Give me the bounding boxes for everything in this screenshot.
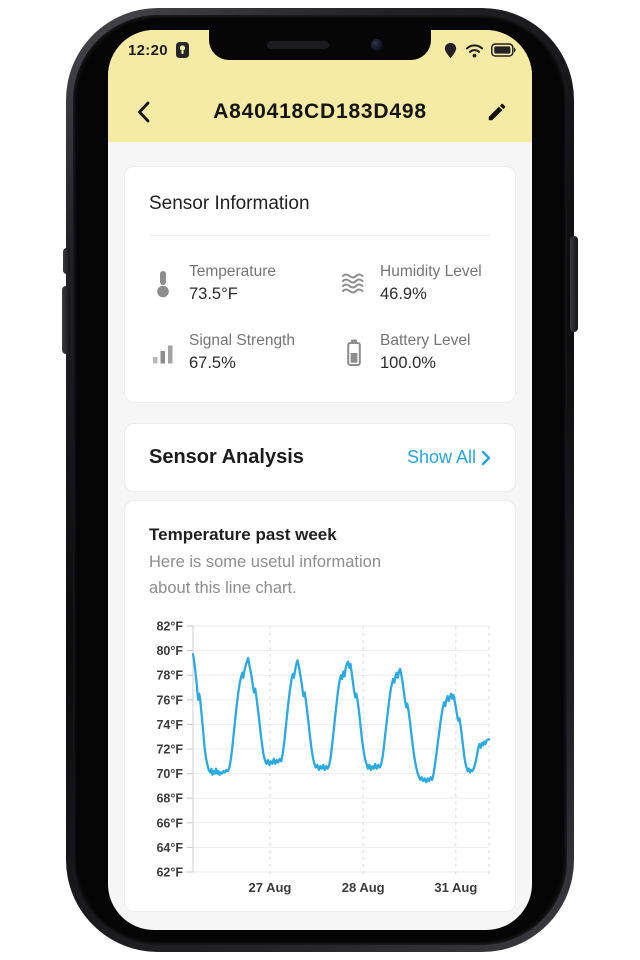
- phone-screen: 12:20 A840418CD183D498: [108, 30, 532, 930]
- status-time: 12:20: [128, 41, 168, 59]
- stat-value: 73.5°F: [189, 284, 238, 303]
- stat-signal: Signal Strength 67.5%: [149, 331, 320, 374]
- stat-battery: Battery Level 100.0%: [320, 331, 491, 374]
- sensor-information-title: Sensor Information: [149, 193, 310, 214]
- sensor-analysis-title: Sensor Analysis: [149, 446, 304, 469]
- svg-text:70°F: 70°F: [156, 767, 183, 781]
- svg-text:31 Aug: 31 Aug: [434, 880, 477, 895]
- svg-text:82°F: 82°F: [156, 619, 183, 633]
- scroll-content: Sensor Information Temperature 73.5°F: [108, 142, 532, 930]
- svg-text:66°F: 66°F: [156, 816, 183, 830]
- status-bar: 12:20: [128, 39, 516, 61]
- stat-value: 100.0%: [380, 354, 436, 373]
- power-button: [570, 236, 578, 332]
- battery-icon: [340, 338, 368, 368]
- show-all-link[interactable]: Show All: [407, 447, 491, 468]
- svg-text:68°F: 68°F: [156, 791, 183, 805]
- signal-icon: [149, 340, 177, 366]
- sensor-information-card: Sensor Information Temperature 73.5°F: [124, 166, 516, 404]
- stat-label: Humidity Level: [380, 263, 482, 280]
- humidity-icon: [340, 270, 368, 298]
- stats-grid: Temperature 73.5°F: [149, 262, 491, 374]
- show-all-label: Show All: [406, 447, 476, 468]
- stat-value: 67.5%: [189, 354, 236, 373]
- location-pin-icon: [443, 42, 458, 59]
- camera-icon: [371, 39, 383, 51]
- stat-label: Temperature: [189, 263, 277, 280]
- thermometer-icon: [149, 269, 177, 299]
- svg-text:76°F: 76°F: [156, 693, 183, 707]
- mute-switch: [63, 248, 70, 274]
- volume-button: [62, 286, 70, 354]
- phone-frame: 12:20 A840418CD183D498: [62, 8, 578, 952]
- temperature-chart: 82°F 80°F 78°F 76°F 74°F 72°F 70°F 68°F 66°F 64°F…: [156, 619, 491, 895]
- svg-text:27 Aug: 27 Aug: [249, 880, 292, 895]
- speaker-icon: [267, 41, 329, 49]
- wifi-icon: [465, 43, 484, 58]
- page-title: A840418CD183D498: [213, 100, 427, 123]
- lock-icon: [175, 41, 190, 59]
- chevron-right-icon: [481, 450, 491, 466]
- svg-text:78°F: 78°F: [156, 668, 183, 682]
- stat-temperature: Temperature 73.5°F: [149, 262, 320, 305]
- chart-subtitle: Here is some usetul information about th…: [149, 553, 382, 597]
- svg-text:62°F: 62°F: [156, 865, 183, 879]
- svg-text:64°F: 64°F: [156, 840, 183, 854]
- notch: [209, 30, 431, 60]
- battery-icon: [491, 43, 516, 57]
- edit-button[interactable]: [480, 95, 514, 129]
- sensor-analysis-card: Sensor Analysis Show All: [124, 423, 516, 493]
- svg-text:74°F: 74°F: [156, 717, 183, 731]
- chart-card: Temperature past week Here is some usetu…: [124, 500, 516, 913]
- stat-label: Battery Level: [380, 332, 471, 350]
- back-button[interactable]: [126, 95, 160, 129]
- stat-humidity: Humidity Level 46.9%: [320, 262, 491, 305]
- svg-text:72°F: 72°F: [156, 742, 183, 756]
- svg-text:28 Aug: 28 Aug: [342, 880, 385, 895]
- svg-text:80°F: 80°F: [156, 644, 183, 658]
- chart-title: Temperature past week: [149, 525, 337, 545]
- stat-label: Signal Strength: [189, 332, 295, 350]
- divider: [149, 235, 491, 236]
- stat-value: 46.9%: [380, 284, 427, 303]
